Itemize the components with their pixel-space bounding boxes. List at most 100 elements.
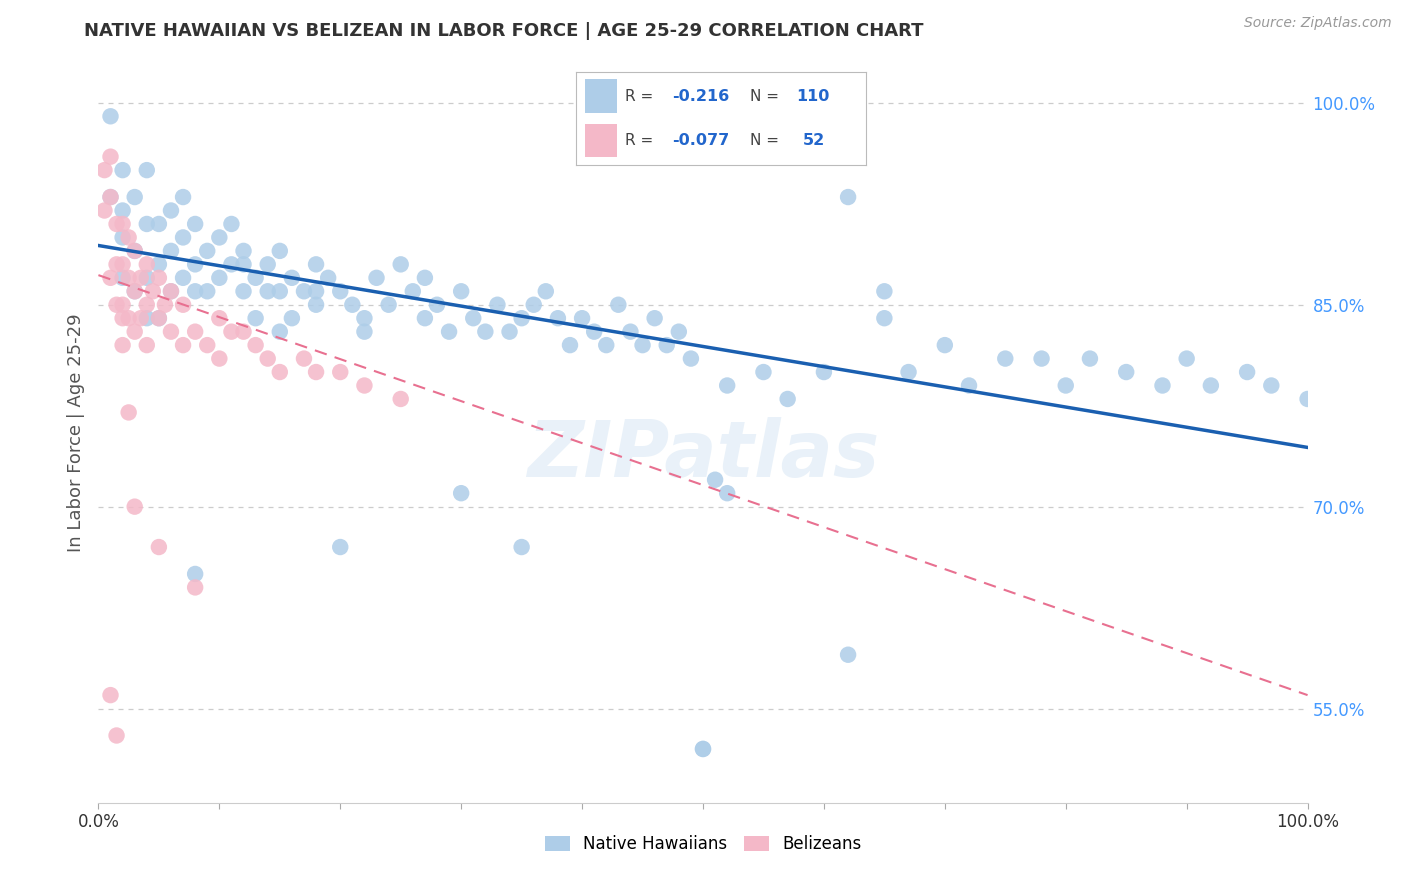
- Point: [160, 285, 183, 299]
- Point: [148, 217, 170, 231]
- Point: [124, 244, 146, 258]
- Point: [111, 338, 134, 352]
- Point: [366, 270, 388, 285]
- Point: [160, 203, 183, 218]
- Point: [111, 230, 134, 244]
- Point: [118, 270, 141, 285]
- Point: [111, 270, 134, 285]
- Point: [1175, 351, 1198, 366]
- Point: [269, 244, 291, 258]
- Point: [631, 338, 654, 352]
- Point: [716, 378, 738, 392]
- Point: [1031, 351, 1053, 366]
- Point: [129, 270, 152, 285]
- Point: [776, 392, 799, 406]
- Point: [105, 217, 128, 231]
- Point: [148, 311, 170, 326]
- Point: [510, 540, 533, 554]
- Point: [716, 486, 738, 500]
- Point: [547, 311, 569, 326]
- Point: [813, 365, 835, 379]
- Text: ZIPatlas: ZIPatlas: [527, 417, 879, 493]
- Point: [523, 298, 546, 312]
- Point: [269, 285, 291, 299]
- Point: [135, 257, 157, 271]
- Point: [208, 230, 231, 244]
- Point: [305, 365, 328, 379]
- Point: [316, 270, 339, 285]
- Point: [1296, 392, 1319, 406]
- Point: [402, 285, 425, 299]
- Point: [752, 365, 775, 379]
- Point: [100, 190, 122, 204]
- Point: [208, 351, 231, 366]
- Point: [450, 285, 472, 299]
- Point: [256, 257, 278, 271]
- Point: [118, 230, 141, 244]
- Point: [208, 270, 231, 285]
- Point: [281, 311, 304, 326]
- Point: [329, 285, 352, 299]
- Point: [292, 285, 315, 299]
- Point: [105, 298, 128, 312]
- Point: [124, 285, 146, 299]
- Point: [655, 338, 678, 352]
- Point: [160, 285, 183, 299]
- Point: [463, 311, 485, 326]
- Point: [184, 217, 207, 231]
- Point: [111, 311, 134, 326]
- Legend: Native Hawaiians, Belizeans: Native Hawaiians, Belizeans: [536, 826, 870, 861]
- Point: [195, 244, 218, 258]
- Point: [342, 298, 364, 312]
- Point: [100, 109, 122, 123]
- Point: [111, 298, 134, 312]
- Point: [111, 203, 134, 218]
- Point: [195, 285, 218, 299]
- Point: [389, 257, 412, 271]
- Point: [135, 298, 157, 312]
- Point: [153, 298, 176, 312]
- Point: [692, 742, 714, 756]
- Point: [558, 338, 581, 352]
- Point: [486, 298, 509, 312]
- Point: [437, 325, 460, 339]
- Point: [221, 217, 243, 231]
- Point: [245, 338, 267, 352]
- Point: [172, 270, 194, 285]
- Point: [100, 190, 122, 204]
- Point: [329, 540, 352, 554]
- Point: [245, 311, 267, 326]
- Point: [100, 150, 122, 164]
- Point: [1199, 378, 1222, 392]
- Point: [450, 486, 472, 500]
- Point: [100, 688, 122, 702]
- Point: [281, 270, 304, 285]
- Point: [160, 325, 183, 339]
- Point: [1260, 378, 1282, 392]
- Point: [377, 298, 399, 312]
- Point: [994, 351, 1017, 366]
- Point: [208, 311, 231, 326]
- Point: [474, 325, 496, 339]
- Point: [124, 244, 146, 258]
- Point: [873, 285, 896, 299]
- Point: [534, 285, 557, 299]
- Point: [105, 729, 128, 743]
- Point: [142, 285, 165, 299]
- Point: [184, 325, 207, 339]
- Point: [184, 257, 207, 271]
- Point: [679, 351, 702, 366]
- Point: [305, 298, 328, 312]
- Point: [934, 338, 956, 352]
- Point: [510, 311, 533, 326]
- Point: [232, 244, 254, 258]
- Point: [160, 244, 183, 258]
- Point: [692, 742, 714, 756]
- Point: [607, 298, 630, 312]
- Point: [498, 325, 520, 339]
- Point: [135, 217, 157, 231]
- Point: [129, 311, 152, 326]
- Point: [118, 405, 141, 419]
- Point: [704, 473, 727, 487]
- Point: [245, 270, 267, 285]
